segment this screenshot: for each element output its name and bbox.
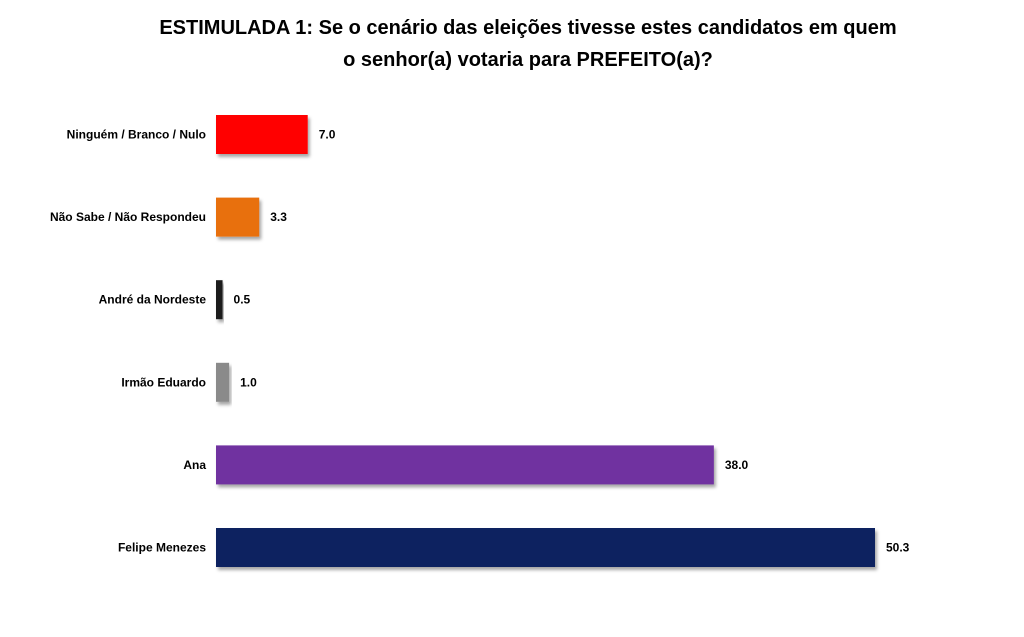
bar [216, 197, 260, 237]
category-label: Felipe Menezes [118, 541, 206, 555]
category-label: André da Nordeste [99, 293, 207, 307]
bar [216, 445, 714, 485]
category-label: Não Sabe / Não Respondeu [50, 210, 206, 224]
bar [216, 280, 223, 320]
chart-title-line-2: o senhor(a) votaria para PREFEITO(a)? [343, 49, 713, 71]
value-label: 1.0 [240, 375, 257, 389]
category-label: Ana [183, 458, 206, 472]
category-label: Irmão Eduardo [121, 375, 206, 389]
bar [216, 115, 308, 154]
bar [216, 528, 875, 567]
value-label: 38.0 [725, 458, 749, 472]
bars-layer: Ninguém / Branco / Nulo 7.0 Não Sabe / Não… [50, 115, 910, 567]
category-label: Ninguém / Branco / Nulo [67, 128, 206, 142]
value-label: 0.5 [234, 293, 251, 307]
value-label: 50.3 [886, 541, 910, 555]
chart-title: ESTIMULADA 1: Se o cenário das eleições … [0, 12, 1024, 76]
chart-title-line-1: ESTIMULADA 1: Se o cenário das eleições … [159, 17, 897, 39]
value-label: 3.3 [270, 210, 287, 224]
value-label: 7.0 [319, 128, 336, 142]
bar [216, 362, 230, 402]
